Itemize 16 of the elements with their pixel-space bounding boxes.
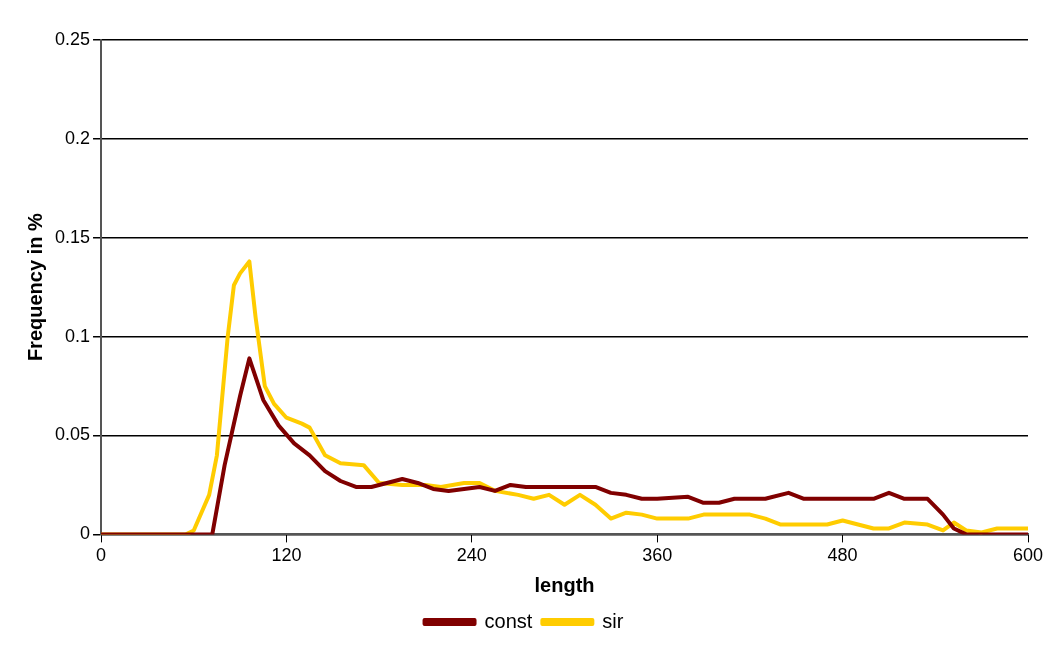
x-tick-label: 600: [1012, 545, 1044, 566]
x-tick-label: 120: [271, 545, 302, 566]
x-tick-label: 360: [642, 545, 673, 566]
y-tick-label: 0.25: [54, 28, 91, 49]
y-tick-label: 0: [80, 523, 91, 544]
y-tick-label: 0.2: [65, 127, 91, 148]
y-tick-label: 0.1: [65, 325, 91, 346]
y-axis-title: Frequency in %: [23, 213, 46, 362]
legend-label: sir: [602, 609, 624, 632]
y-tick-label: 0.15: [54, 226, 91, 247]
x-tick-label: 0: [96, 545, 107, 566]
legend-label: const: [484, 609, 533, 632]
x-axis-title: length: [534, 573, 595, 596]
y-tick-label: 0.05: [54, 424, 91, 445]
x-tick-label: 240: [456, 545, 487, 566]
x-tick-label: 480: [827, 545, 858, 566]
